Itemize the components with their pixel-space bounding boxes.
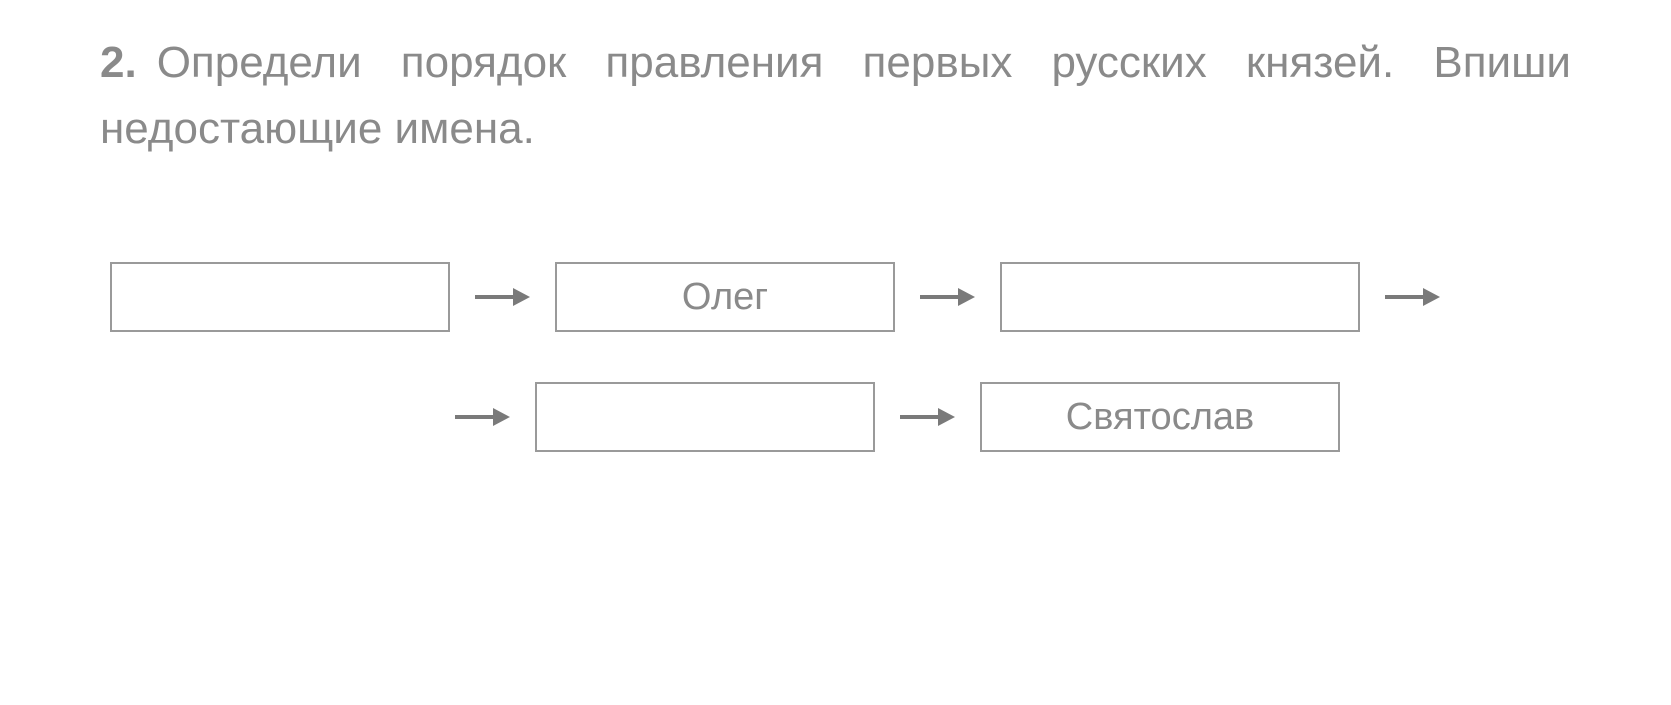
arrow-icon (900, 402, 955, 432)
flow-box-4[interactable] (535, 382, 875, 452)
flowchart: Олег Святослав (100, 262, 1571, 452)
flow-box-3[interactable] (1000, 262, 1360, 332)
question-text: 2.Определи порядок правления первых русс… (100, 30, 1571, 162)
flow-box-5: Святослав (980, 382, 1340, 452)
arrow-icon (475, 282, 530, 312)
flow-row-2: Святослав (110, 382, 1571, 452)
flow-row-1: Олег (110, 262, 1571, 332)
question-number: 2. (100, 38, 137, 87)
arrow-icon (920, 282, 975, 312)
arrow-icon (455, 402, 510, 432)
flow-box-2: Олег (555, 262, 895, 332)
question-body: Определи порядок правления первых русски… (100, 38, 1571, 153)
arrow-icon (1385, 282, 1440, 312)
flow-box-1[interactable] (110, 262, 450, 332)
